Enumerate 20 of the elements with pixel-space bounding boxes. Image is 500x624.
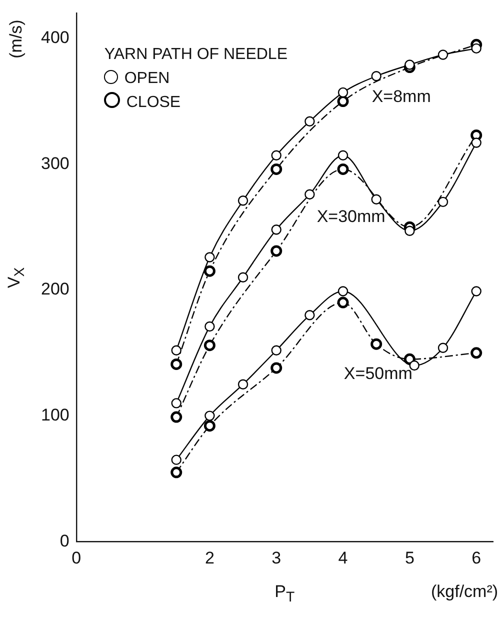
x-tick-label: 5 bbox=[404, 548, 414, 568]
y-tick-label: 100 bbox=[40, 405, 70, 424]
x-axis-title: P$_{T}$ bbox=[274, 582, 295, 605]
text: (m/s) bbox=[6, 20, 26, 59]
x-tick-label: 3 bbox=[272, 548, 282, 568]
annotation: X=8mm bbox=[372, 86, 431, 107]
x-tick-label: 2 bbox=[204, 548, 214, 568]
y-tick-label: 200 bbox=[40, 280, 70, 299]
legend-title: YARN PATH OF NEEDLE bbox=[104, 45, 288, 66]
legend-label: OPEN bbox=[124, 70, 170, 88]
y-tick-label: 300 bbox=[40, 154, 70, 173]
annotation: X=30mm bbox=[316, 206, 386, 227]
x-tick-label: 6 bbox=[472, 548, 482, 568]
y-tick-label: 0 bbox=[60, 531, 70, 550]
legend-label: CLOSE bbox=[126, 94, 181, 112]
x-tick-label: 0 bbox=[72, 548, 82, 568]
text: (kgf/cm²) bbox=[431, 582, 498, 602]
y-tick-label: 400 bbox=[40, 28, 70, 48]
annotation: X=50mm bbox=[344, 364, 412, 384]
x-tick-label: 4 bbox=[338, 548, 348, 568]
